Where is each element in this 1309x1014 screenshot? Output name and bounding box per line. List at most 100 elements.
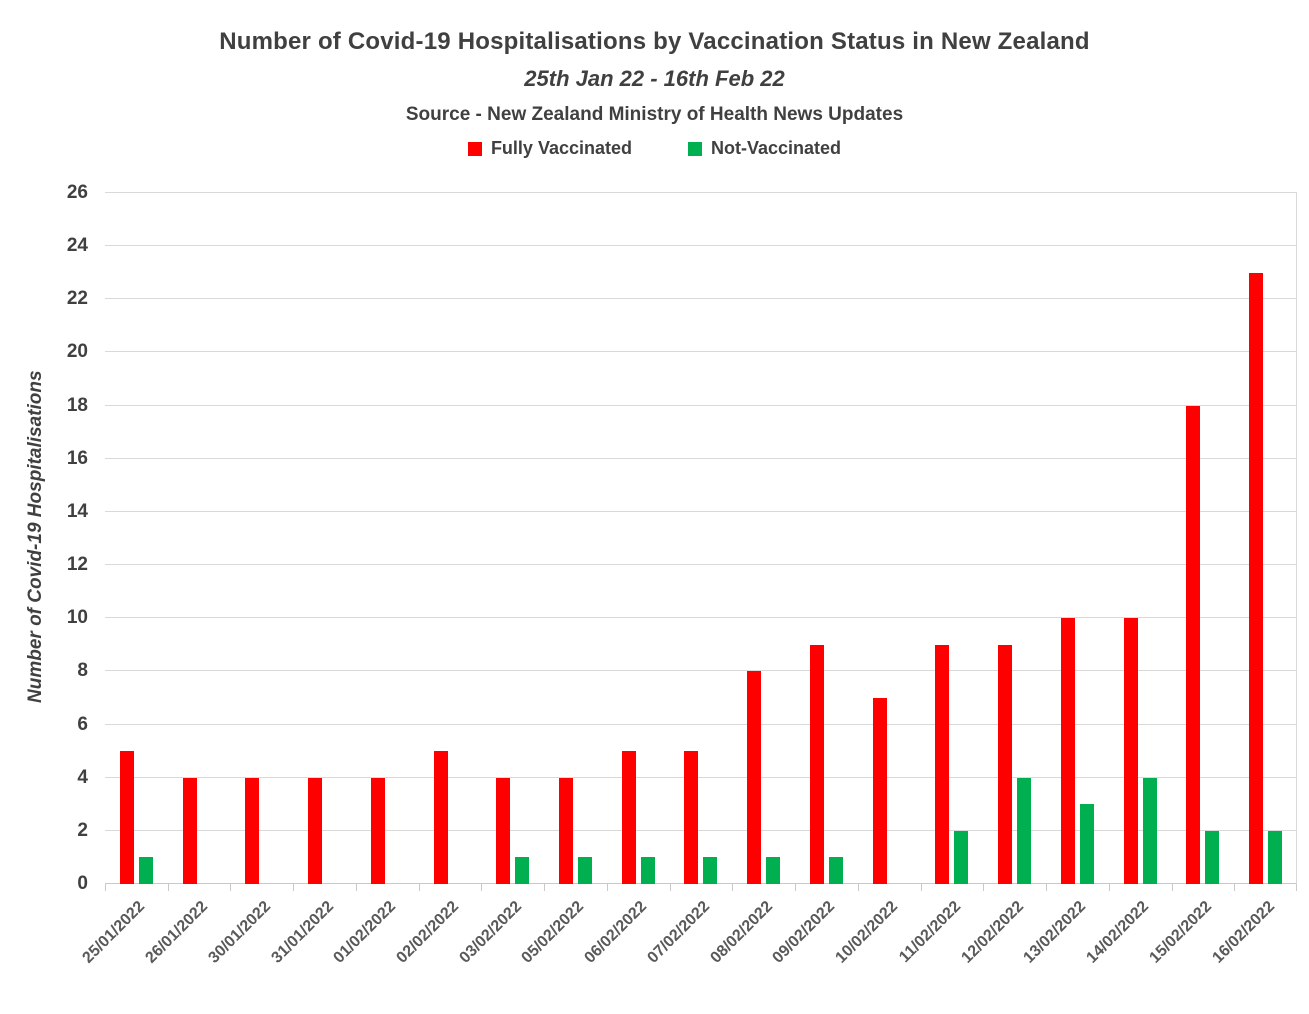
x-tick-mark (418, 884, 420, 891)
x-tick-mark (293, 884, 295, 891)
x-tick-label: 15/02/2022 (1146, 898, 1215, 967)
bar-fully-vaccinated (998, 644, 1013, 884)
bar-group (1109, 193, 1172, 884)
bar-group (983, 193, 1046, 884)
legend-swatch-fully-vaccinated-icon (467, 141, 482, 156)
x-tick-mark (481, 884, 483, 891)
x-tick-label: 07/02/2022 (644, 898, 714, 967)
bar-cluster (544, 193, 607, 884)
x-tick-label: 11/02/2022 (895, 898, 964, 967)
chart-source: Source - New Zealand Ministry of Health … (405, 104, 904, 125)
bar-fully-vaccinated (433, 751, 448, 884)
gridline (105, 245, 1297, 247)
y-tick-label: 26 (66, 182, 88, 203)
bar-group (544, 193, 607, 884)
gridline (105, 617, 1297, 619)
bar-cluster (1109, 193, 1172, 884)
gridline (105, 829, 1297, 831)
bar-cluster (607, 193, 670, 884)
gridline (105, 776, 1297, 778)
x-tick-mark (920, 884, 922, 891)
gridline (105, 510, 1297, 512)
y-tick-label: 8 (77, 660, 88, 682)
bar-cluster (983, 193, 1046, 884)
x-tick-label: 13/02/2022 (1020, 898, 1090, 967)
bar-cluster (1046, 193, 1109, 884)
bar-cluster (105, 193, 168, 884)
legend-item-fully-vaccinated: Fully Vaccinated (467, 138, 632, 159)
x-tick-mark (983, 884, 985, 891)
bar-group (1234, 193, 1297, 884)
bar-not-vaccinated (515, 857, 530, 884)
bar-cluster (858, 193, 921, 884)
x-tick-label: 02/02/2022 (393, 898, 463, 967)
bar-group (921, 193, 984, 884)
bar-fully-vaccinated (1123, 618, 1138, 884)
bar-not-vaccinated (1142, 777, 1157, 884)
bar-fully-vaccinated (496, 777, 511, 884)
x-tick-mark (606, 884, 608, 891)
bar-cluster (293, 193, 356, 884)
gridline (105, 564, 1297, 566)
bar-cluster (356, 193, 419, 884)
bar-group (1171, 193, 1234, 884)
bar-not-vaccinated (138, 857, 153, 884)
x-tick-label: 26/01/2022 (142, 898, 212, 967)
bar-cluster (670, 193, 733, 884)
bar-fully-vaccinated (119, 751, 134, 884)
gridline (105, 192, 1297, 193)
x-tick-mark (1108, 884, 1110, 891)
y-tick-label: 16 (66, 447, 88, 469)
x-tick-label: 31/01/2022 (267, 898, 337, 967)
bar-group (795, 193, 858, 884)
bar-group (293, 193, 356, 884)
x-tick-mark (795, 884, 797, 891)
bar-fully-vaccinated (621, 751, 636, 884)
bar-groups (105, 193, 1297, 884)
y-tick-label: 10 (66, 607, 88, 629)
x-tick-mark (669, 884, 671, 891)
legend-swatch-not-vaccinated-icon (688, 141, 702, 156)
chart-title: Number of Covid-19 Hospitalisations by V… (219, 28, 1090, 55)
bar-fully-vaccinated (935, 644, 950, 884)
bar-not-vaccinated (1017, 777, 1032, 884)
bar-cluster (419, 193, 482, 884)
bar-not-vaccinated (828, 857, 843, 884)
plot-right-border (1296, 193, 1297, 884)
x-axis-line (105, 883, 1297, 884)
x-tick-mark (1296, 884, 1297, 891)
x-tick-label: 06/02/2022 (581, 898, 651, 967)
x-tick-mark (1234, 884, 1236, 891)
bar-fully-vaccinated (809, 644, 824, 884)
x-tick-label: 05/02/2022 (518, 898, 588, 967)
y-tick-label: 2 (77, 819, 88, 841)
gridline (105, 723, 1297, 725)
x-tick-mark (544, 884, 546, 891)
x-tick-label: 12/02/2022 (958, 898, 1027, 967)
bar-not-vaccinated (640, 857, 655, 884)
bar-fully-vaccinated (747, 671, 762, 884)
gridline (105, 404, 1297, 406)
x-tick-label: 25/01/2022 (79, 898, 149, 967)
bar-fully-vaccinated (370, 777, 385, 884)
bar-fully-vaccinated (1186, 405, 1201, 884)
y-tick-label: 14 (66, 500, 88, 522)
y-tick-label: 20 (66, 341, 88, 363)
y-tick-label: 24 (66, 235, 88, 257)
bar-not-vaccinated (1268, 830, 1283, 884)
bar-not-vaccinated (703, 857, 718, 884)
y-tick-label: 18 (66, 394, 88, 416)
x-tick-label: 16/02/2022 (1209, 898, 1278, 967)
y-axis-tick-labels: 0 2 4 6 8 10 12 14 16 18 20 22 24 26 (40, 182, 88, 894)
x-tick-label: 01/02/2022 (330, 898, 400, 967)
bar-group (230, 193, 293, 884)
legend-label-not-vaccinated: Not-Vaccinated (711, 138, 842, 158)
bar-not-vaccinated (1079, 804, 1094, 884)
x-tick-mark (1046, 884, 1048, 891)
bar-not-vaccinated (1205, 830, 1220, 884)
chart-header: Number of Covid-19 Hospitalisations by V… (0, 0, 1309, 159)
y-tick-label: 12 (66, 554, 88, 576)
legend-label-fully-vaccinated: Fully Vaccinated (490, 138, 632, 158)
bar-fully-vaccinated (1249, 272, 1264, 884)
